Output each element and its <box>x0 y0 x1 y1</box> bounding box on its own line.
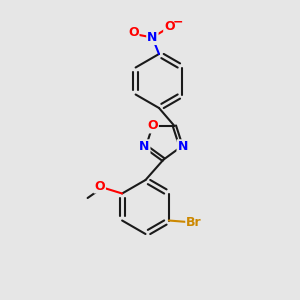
Text: −: − <box>172 16 183 29</box>
Text: O: O <box>147 119 158 133</box>
Text: N: N <box>147 31 158 44</box>
Text: O: O <box>128 26 139 40</box>
Text: N: N <box>139 140 149 153</box>
Text: O: O <box>94 179 105 193</box>
Text: O: O <box>164 20 175 33</box>
Text: N: N <box>178 140 188 153</box>
Text: Br: Br <box>186 215 202 229</box>
